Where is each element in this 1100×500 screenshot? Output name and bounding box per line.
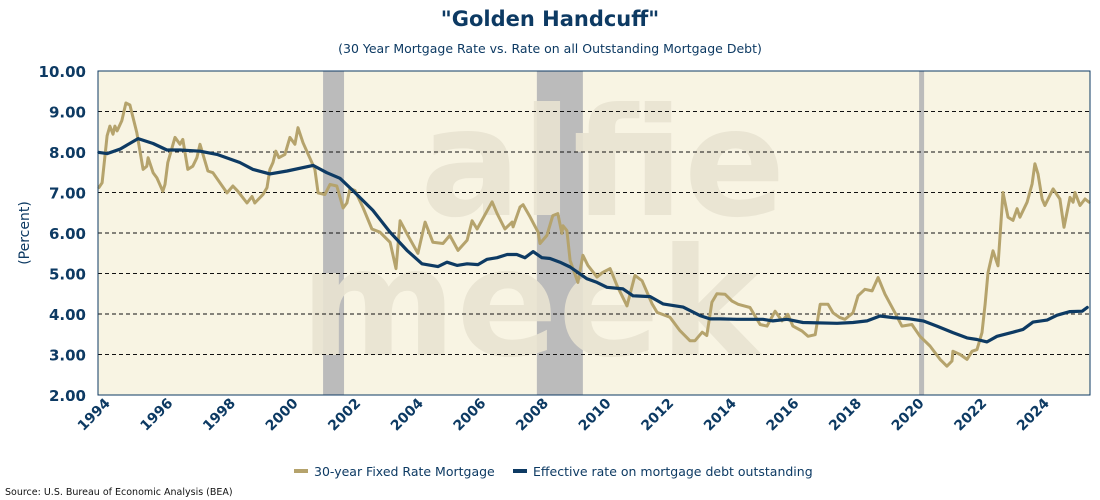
x-tick-label: 2012 <box>638 396 677 435</box>
x-tick-label: 2004 <box>388 395 427 434</box>
legend-label-30yr: 30-year Fixed Rate Mortgage <box>314 464 495 479</box>
y-tick-labels: 2.00 3.00 4.00 5.00 6.00 7.00 8.00 9.00 10.00 <box>39 63 86 405</box>
chart-title: "Golden Handcuff" <box>441 7 659 31</box>
y-tick-label: 2.00 <box>49 387 86 405</box>
x-tick-label: 2018 <box>826 396 865 435</box>
y-axis-label: (Percent) <box>17 201 33 265</box>
series-line-effective-rate <box>97 137 1089 344</box>
x-tick-label: 2016 <box>764 396 803 435</box>
recession-band-2 <box>919 71 925 395</box>
y-tick-label: 9.00 <box>49 104 86 122</box>
plot-border <box>97 70 1091 396</box>
legend-swatch-30yr <box>294 469 308 473</box>
chart-subtitle: (30 Year Mortgage Rate vs. Rate on all O… <box>338 41 762 56</box>
series-line-30yr-mortgage <box>97 101 1091 368</box>
y-tick-label: 10.00 <box>39 63 86 81</box>
x-tick-label: 2000 <box>263 395 302 434</box>
x-tick-label: 1998 <box>200 396 239 435</box>
watermark: alfie meek <box>300 77 786 391</box>
y-tick-label: 7.00 <box>49 185 86 203</box>
y-tick-label: 5.00 <box>49 266 86 284</box>
x-tick-label: 2020 <box>889 395 928 434</box>
x-tick-label: 2014 <box>701 395 740 434</box>
x-tick-label: 2024 <box>1014 395 1053 434</box>
legend-swatch-effective <box>513 469 527 473</box>
legend-label-effective: Effective rate on mortgage debt outstand… <box>533 464 813 479</box>
watermark-bottom: meek <box>300 217 763 391</box>
x-tick-label: 2008 <box>513 396 552 435</box>
gridlines <box>98 111 1090 355</box>
x-tick-label: 2022 <box>951 396 990 435</box>
x-tick-labels: 1994 1996 1998 2000 2002 2004 2006 2008 2010 2012… <box>75 395 1053 434</box>
x-tick-label: 2002 <box>325 396 364 435</box>
y-tick-label: 3.00 <box>49 347 86 365</box>
x-tick-label: 2010 <box>576 395 615 434</box>
series-lines <box>97 101 1091 368</box>
x-tick-label: 2006 <box>451 396 490 435</box>
y-tick-label: 8.00 <box>49 144 86 162</box>
y-tick-label: 4.00 <box>49 306 86 324</box>
x-tick-label: 1996 <box>138 396 177 435</box>
source-note: Source: U.S. Bureau of Economic Analysis… <box>5 487 233 498</box>
y-tick-label: 6.00 <box>49 225 86 243</box>
legend: 30-year Fixed Rate Mortgage Effective ra… <box>294 464 813 479</box>
